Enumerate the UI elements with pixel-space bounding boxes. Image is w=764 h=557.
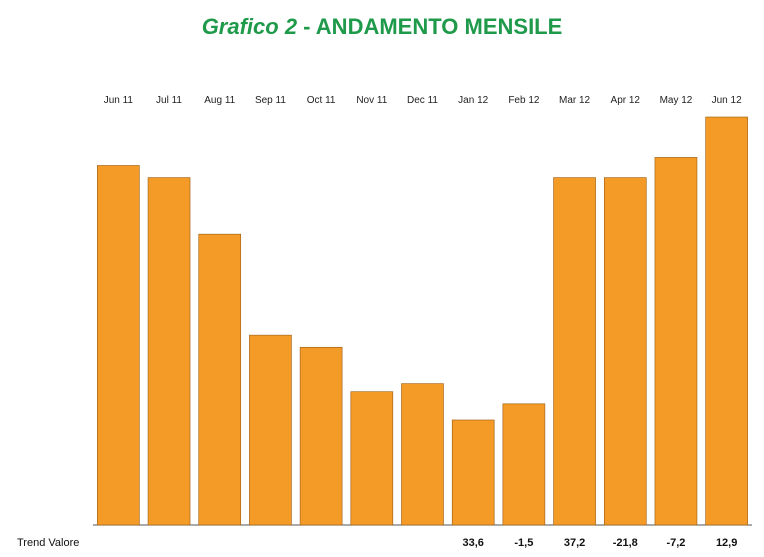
chart-title-separator: - (297, 14, 316, 39)
bar (705, 116, 748, 526)
bar (401, 383, 444, 526)
trend-value: -21,8 (613, 537, 638, 549)
bar (553, 177, 596, 526)
chart-title-prefix: Grafico 2 (201, 14, 298, 39)
trend-row-label: Trend Valore (17, 537, 79, 549)
chart-title: Grafico 2 - ANDAMENTO MENSILE (0, 14, 764, 40)
month-label: Jan 12 (458, 95, 488, 106)
bar (249, 334, 292, 526)
bar (654, 157, 698, 526)
trend-value: 33,6 (462, 537, 483, 549)
trend-value: 37,2 (564, 537, 585, 549)
month-label: Jun 11 (104, 95, 134, 106)
month-label: Apr 12 (611, 95, 641, 106)
bar (97, 165, 140, 526)
chart-title-main: ANDAMENTO MENSILE (315, 14, 563, 39)
month-label: Aug 11 (204, 95, 235, 106)
month-label: Oct 11 (307, 95, 336, 106)
month-label: Jun 12 (712, 95, 742, 106)
month-label: Sep 11 (255, 95, 286, 106)
bar (198, 233, 242, 526)
trend-value: 12,9 (716, 537, 737, 549)
bar (451, 419, 495, 526)
month-label: Mar 12 (559, 95, 591, 106)
trend-value: -7,2 (666, 537, 685, 549)
trend-value: -1,5 (514, 537, 533, 549)
month-label: Jul 11 (156, 95, 182, 106)
bar (147, 177, 191, 526)
bar (502, 403, 546, 526)
month-label: May 12 (660, 95, 693, 106)
bar (299, 346, 343, 526)
month-label: Nov 11 (356, 95, 387, 106)
bar (603, 177, 647, 526)
month-label: Dec 11 (407, 95, 438, 106)
month-label: Feb 12 (508, 95, 540, 106)
bar (350, 391, 394, 526)
